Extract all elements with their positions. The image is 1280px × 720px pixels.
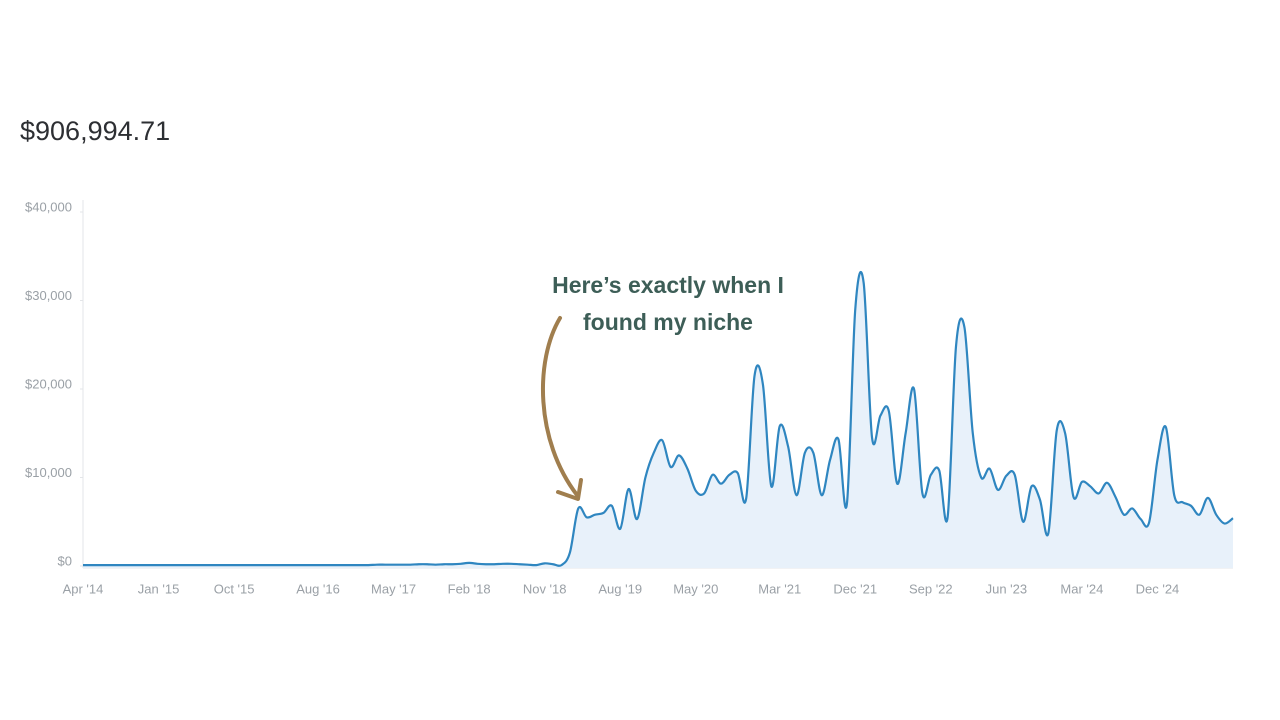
line	[82, 270, 1234, 567]
y-tick-label: $20,000	[25, 376, 72, 391]
x-tick-label: Jan '15	[138, 581, 180, 596]
x-tick-label: Sep '22	[909, 581, 953, 596]
x-tick-label: Mar '21	[758, 581, 801, 596]
arrow-head	[556, 478, 583, 501]
x-tick-label: Nov '18	[523, 581, 567, 596]
x-tick-label: Jun '23	[986, 581, 1028, 596]
area-fill	[83, 271, 1233, 568]
x-tick-label: Dec '24	[1136, 581, 1180, 596]
annotation: Here’s exactly when I	[552, 272, 784, 298]
x-tick-label: Feb '18	[448, 581, 491, 596]
arrow	[541, 316, 579, 497]
annotation: found my niche	[583, 309, 753, 335]
y-tick-label: $40,000	[25, 199, 72, 214]
x-tick-label: May '17	[371, 581, 416, 596]
x-tick-label: Aug '16	[296, 581, 340, 596]
y-tick-label: $0	[58, 553, 72, 568]
x-tick-label: Dec '21	[833, 581, 877, 596]
x-tick-label: Aug '19	[598, 581, 642, 596]
y-tick-label: $10,000	[25, 465, 72, 480]
chart-title: $906,994.71	[20, 116, 170, 146]
x-tick-label: May '20	[673, 581, 718, 596]
x-tick-label: Oct '15	[214, 581, 255, 596]
x-tick-label: Apr '14	[63, 581, 104, 596]
y-tick-label: $30,000	[25, 288, 72, 303]
x-tick-label: Mar '24	[1060, 581, 1103, 596]
